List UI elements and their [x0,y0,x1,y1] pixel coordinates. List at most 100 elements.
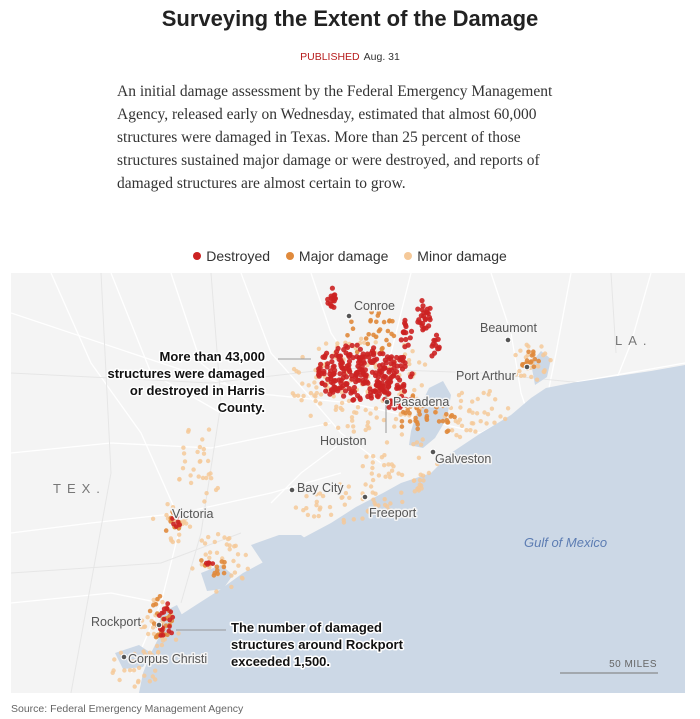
minor-damage-point [139,624,144,630]
minor-damage-point [142,673,147,678]
minor-damage-point [150,674,155,679]
conroe-marker [345,312,353,320]
major-damage-point [366,332,372,337]
destroyed-point [324,350,330,356]
minor-damage-point [369,471,374,476]
port-arthur-marker [523,363,531,371]
minor-damage-point [400,499,405,505]
minor-damage-point [363,427,368,433]
minor-damage-point [159,642,165,648]
minor-damage-point [548,358,553,363]
minor-damage-point [381,417,387,423]
destroyed-point [329,353,335,359]
destroyed-point [427,305,433,311]
destroyed-point [351,384,357,391]
destroyed-point [408,374,414,380]
minor-damage-point [155,650,161,655]
destroyed-point [335,345,341,352]
minor-damage-point [526,344,531,349]
minor-damage-point [146,631,151,637]
minor-damage-point [368,411,373,416]
minor-damage-point [314,499,319,504]
minor-damage-point [412,478,417,483]
major-damage-point [369,309,374,315]
major-damage-point [385,328,391,334]
minor-damage-point [492,420,497,425]
minor-damage-point [206,427,212,432]
minor-damage-point [147,650,153,655]
minor-damage-point [481,390,486,396]
destroyed-point [164,606,170,612]
major-damage-point [399,424,405,429]
roads [11,273,685,674]
minor-damage-point [396,471,401,476]
minor-damage-point [522,373,527,378]
major-damage-point [436,419,442,424]
rockport-annotation-line-3: exceeded 1,500. [231,654,330,669]
destroyed-point [400,329,406,335]
minor-damage-point [291,366,297,372]
minor-damage-point [110,670,115,675]
minor-damage-point [412,387,417,393]
legend-label-minor: Minor damage [417,248,507,264]
minor-damage-point [202,541,208,546]
minor-damage-point [350,418,355,423]
minor-damage-point [513,372,519,377]
minor-damage-point [339,400,345,406]
bay-city-marker [288,486,296,494]
minor-damage-point [414,440,420,445]
destroyed-point [429,353,435,359]
minor-damage-point [383,474,388,479]
destroyed-point [316,373,322,379]
minor-damage-point [366,508,372,513]
major-damage-point [410,393,416,398]
destroyed-point [394,354,400,361]
destroyed-point [403,396,409,402]
destroyed-point [366,354,372,360]
major-damage-point [531,364,537,370]
minor-damage-point [351,424,356,429]
minor-damage-point [482,410,487,415]
minor-damage-point [308,413,313,418]
minor-damage-point [320,493,326,499]
minor-damage-point [153,668,158,673]
destroyed-point [320,354,326,360]
minor-damage-point [132,651,137,657]
minor-damage-point [187,524,193,529]
minor-damage-point [349,415,355,420]
destroyed-point [345,344,351,350]
map-svg: Conroe Beaumont Port Arthur Pasadena Hou… [11,273,685,693]
major-damage-point [391,333,397,339]
legend-label-destroyed: Destroyed [206,248,271,264]
destroyed-point [386,404,392,410]
major-damage-point [368,319,373,324]
major-damage-point [363,336,369,341]
minor-damage-point [212,539,217,545]
legend-item-minor: Minor damage [404,248,507,264]
major-damage-point [155,596,160,602]
minor-damage-point [386,462,391,467]
minor-damage-point [382,463,387,468]
minor-damage-point [542,351,548,356]
minor-damage-point [181,451,187,456]
destroyed-point [394,397,400,403]
freeport-marker [361,493,369,501]
major-damage-point [416,408,422,414]
major-damage-point [440,403,446,409]
destroyed-point [156,613,162,618]
minor-damage-point [136,665,142,670]
minor-damage-point [359,336,364,341]
city-label-houston: Houston [320,434,367,448]
destroyed-point [388,354,395,360]
minor-damage-point [352,410,357,415]
minor-damage-point [118,650,124,655]
minor-damage-point [177,477,182,482]
major-damage-point [350,326,356,331]
destroyed-point [330,380,336,386]
destroyed-point [346,366,352,372]
minor-damage-point [316,513,321,519]
minor-damage-point [206,534,211,540]
rockport-annotation-line-1: The number of damaged [231,620,382,635]
city-label-bay-city: Bay City [297,481,344,495]
destroyed-point [379,368,385,374]
